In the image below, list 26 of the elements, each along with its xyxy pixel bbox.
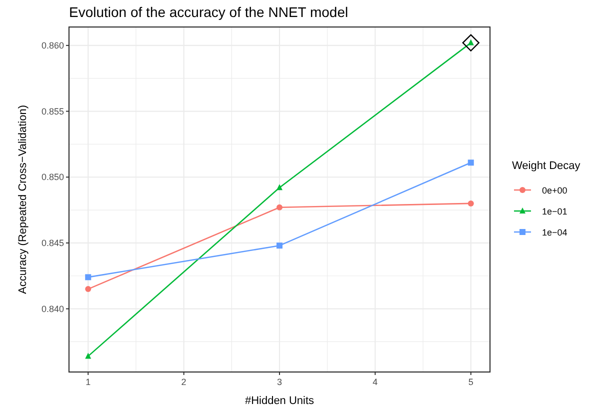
legend-title: Weight Decay (512, 160, 581, 172)
y-tick-label: 0.860 (41, 40, 64, 50)
point (462, 34, 480, 52)
y-tick-label: 0.850 (41, 172, 64, 182)
point (468, 160, 474, 166)
y-tick-label: 0.845 (41, 238, 64, 248)
legend-label: 1e−01 (542, 206, 568, 216)
x-axis-title: #Hidden Units (244, 395, 315, 407)
x-tick-label: 4 (372, 377, 378, 387)
x-tick-label: 2 (181, 377, 186, 387)
point (468, 200, 474, 206)
legend-label: 0e+00 (542, 186, 568, 196)
point (276, 242, 282, 249)
point (85, 274, 92, 280)
point (276, 184, 282, 190)
y-tick-label: 0.840 (41, 304, 64, 314)
point (276, 204, 282, 210)
y-tick-label: 0.855 (41, 106, 64, 116)
point (85, 286, 92, 292)
x-tick-label: 1 (86, 377, 91, 387)
x-tick-label: 3 (276, 377, 282, 387)
legend-label: 1e−04 (542, 228, 568, 238)
point (85, 352, 92, 359)
chart-title: Evolution of the accuracy of the NNET model (69, 4, 348, 20)
x-tick-label: 5 (468, 377, 474, 387)
y-axis-title: Accuracy (Repeated Cross−Validation) (17, 104, 29, 294)
